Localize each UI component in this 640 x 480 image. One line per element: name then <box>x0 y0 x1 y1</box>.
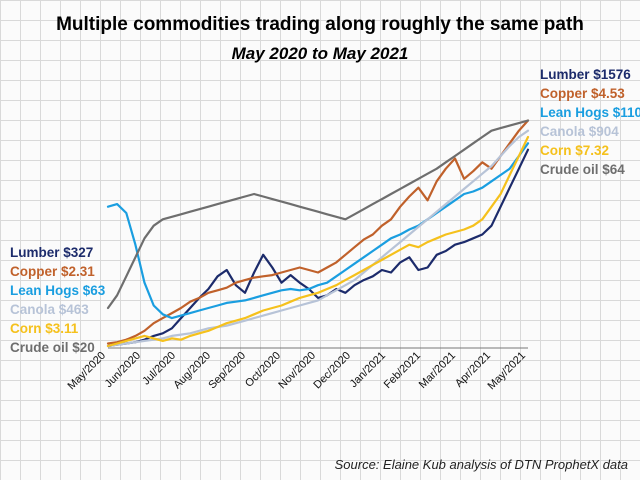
end-label-crude-oil: Crude oil $64 <box>540 162 625 177</box>
series-line-lumber <box>106 148 530 348</box>
x-tick-label: Dec/2020 <box>311 350 353 392</box>
series-line-crude-oil <box>106 119 530 310</box>
x-tick-label: Aug/2020 <box>171 350 213 392</box>
x-tick-label: Feb/2021 <box>382 350 423 391</box>
end-label-lumber: Lumber $1576 <box>540 67 631 82</box>
x-tick-label: May/2020 <box>65 350 108 393</box>
series-line-copper <box>106 119 530 345</box>
end-label-lean-hogs: Lean Hogs $110 <box>540 105 640 120</box>
start-label-corn: Corn $3.11 <box>10 321 79 336</box>
start-label-copper: Copper $2.31 <box>10 264 95 279</box>
chart-title: Multiple commodities trading along rough… <box>56 14 584 35</box>
start-label-lumber: Lumber $327 <box>10 245 93 260</box>
start-label-crude-oil: Crude oil $20 <box>10 340 95 355</box>
series-line-lean-hogs <box>106 142 530 320</box>
x-tick-label: Sep/2020 <box>206 350 248 392</box>
chart-subtitle: May 2020 to May 2021 <box>231 44 409 63</box>
x-tick-label: Jun/2020 <box>103 350 143 390</box>
x-tick-label: Mar/2021 <box>417 350 458 391</box>
start-label-canola: Canola $463 <box>10 302 89 317</box>
series-line-canola <box>106 129 530 348</box>
end-label-copper: Copper $4.53 <box>540 86 625 101</box>
end-label-canola: Canola $904 <box>540 124 619 139</box>
source-note: Source: Elaine Kub analysis of DTN Proph… <box>334 457 628 472</box>
start-label-lean-hogs: Lean Hogs $63 <box>10 283 106 298</box>
end-label-corn: Corn $7.32 <box>540 143 609 158</box>
x-tick-label: Nov/2020 <box>276 350 318 392</box>
x-tick-label: May/2021 <box>485 350 528 393</box>
series-line-corn <box>106 135 530 348</box>
